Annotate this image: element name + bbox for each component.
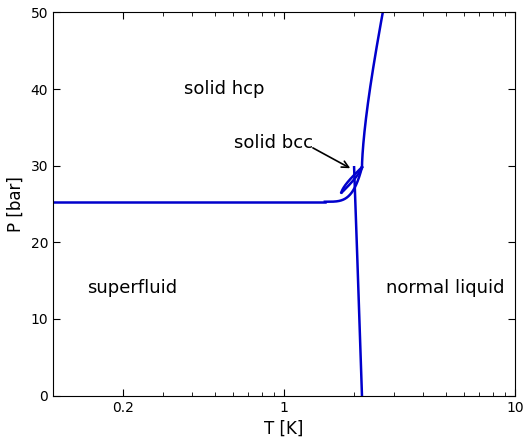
Text: solid hcp: solid hcp — [184, 80, 264, 98]
X-axis label: T [K]: T [K] — [264, 420, 304, 438]
Text: normal liquid: normal liquid — [387, 279, 505, 297]
Y-axis label: P [bar]: P [bar] — [7, 176, 25, 232]
Text: solid bcc: solid bcc — [234, 134, 313, 152]
Text: superfluid: superfluid — [87, 279, 177, 297]
